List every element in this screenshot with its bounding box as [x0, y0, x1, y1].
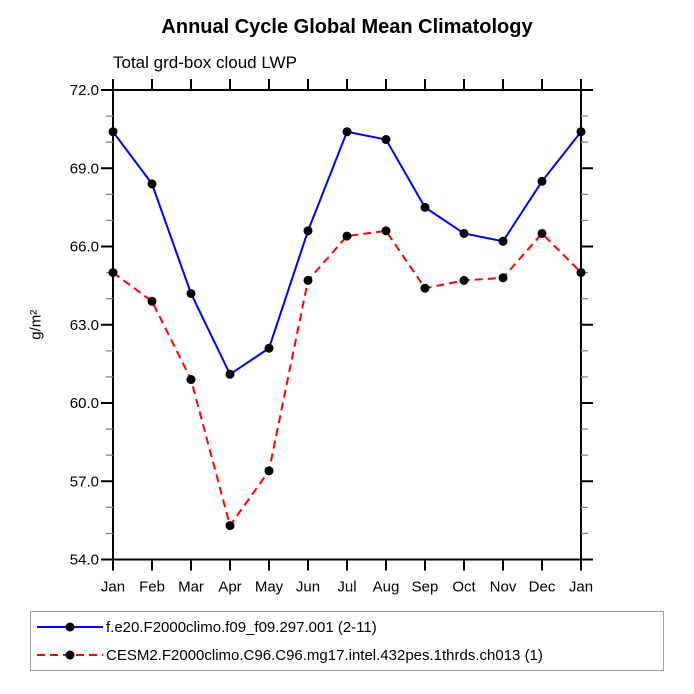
x-tick-label: Oct — [452, 579, 476, 596]
series-1-line — [112, 130, 582, 376]
series-1-data-point-marker — [108, 127, 118, 137]
x-tick-label: Dec — [529, 579, 556, 596]
y-axis-label: g/m² — [28, 310, 45, 340]
series-2-data-point-marker — [225, 521, 235, 531]
series-2-data-point-marker — [420, 283, 430, 293]
x-tick-label: Aug — [373, 579, 400, 596]
y-tick-label: 54.0 — [70, 552, 99, 569]
series-2-data-point-marker — [108, 268, 118, 278]
series-2-line — [112, 229, 582, 528]
x-tick-label: Mar — [178, 579, 204, 596]
legend: f.e20.F2000climo.f09_f09.297.001 (2-11) … — [30, 611, 664, 671]
legend-label-series-1: f.e20.F2000climo.f09_f09.297.001 (2-11) — [106, 618, 377, 636]
series-1-data-point-marker — [459, 228, 469, 238]
x-tick-label: Sep — [412, 579, 439, 596]
series-1-data-point-marker — [186, 288, 196, 298]
series-1-data-point-marker — [576, 127, 586, 137]
x-tick-labels-group: Jan Feb Mar Apr May Jun Jul Aug Sep Oct Nov Dec Jan — [101, 579, 593, 596]
series-2-data-point-marker — [576, 268, 586, 278]
x-tick-label: Jun — [296, 579, 320, 596]
series-2-data-point-marker — [147, 296, 157, 306]
series-1-data-point-marker — [264, 343, 274, 353]
series-2-data-point-marker — [342, 231, 352, 241]
legend-row-series-1: f.e20.F2000climo.f09_f09.297.001 (2-11) — [31, 613, 663, 641]
y-tick-labels-group: 54.0 57.0 60.0 63.0 66.0 69.0 72.0 — [70, 82, 99, 569]
series-2-dashed-line-swatch-icon — [37, 650, 103, 660]
y-tick-label: 66.0 — [70, 239, 99, 256]
x-ticks-group — [112, 79, 582, 571]
chart-title: Annual Cycle Global Mean Climatology — [161, 16, 533, 38]
y-tick-label: 60.0 — [70, 395, 99, 412]
series-2-data-point-marker — [459, 275, 469, 285]
series-1-data-point-marker — [381, 135, 391, 145]
series-1-data-point-marker — [420, 202, 430, 212]
series-2-data-point-marker — [381, 226, 391, 236]
series-1-data-point-marker — [342, 127, 352, 137]
chart-subtitle: Total grd-box cloud LWP — [113, 53, 297, 72]
series-1-data-point-marker — [147, 179, 157, 189]
series-1-data-point-marker — [225, 369, 235, 379]
x-tick-label: May — [255, 579, 284, 596]
legend-label-series-2: CESM2.F2000climo.C96.C96.mg17.intel.432p… — [106, 646, 543, 664]
x-tick-label: Jan — [101, 579, 125, 596]
series-2-group — [108, 226, 586, 531]
plot-svg: 54.0 57.0 60.0 63.0 66.0 69.0 72.0 Jan Feb Mar Apr… — [28, 79, 593, 596]
series-1-data-point-marker — [498, 236, 508, 246]
series-2-data-point-marker — [303, 275, 313, 285]
y-minor-ticks-group — [106, 115, 588, 535]
x-tick-label: Feb — [139, 579, 165, 596]
series-1-group — [108, 127, 586, 379]
series-2-data-point-marker — [264, 466, 274, 476]
y-tick-label: 69.0 — [70, 160, 99, 177]
series-2-data-point-marker — [186, 375, 196, 385]
x-tick-label: Apr — [218, 579, 241, 596]
x-tick-label: Jul — [337, 579, 356, 596]
y-tick-label: 63.0 — [70, 317, 99, 334]
x-tick-label: Jan — [569, 579, 593, 596]
plot-frame — [112, 89, 582, 561]
y-major-ticks-group — [101, 89, 593, 561]
series-2-data-point-marker — [498, 273, 508, 283]
series-2-data-point-marker — [537, 228, 547, 238]
series-1-data-point-marker — [537, 176, 547, 186]
series-1-data-point-marker — [303, 226, 313, 236]
legend-row-series-2: CESM2.F2000climo.C96.C96.mg17.intel.432p… — [31, 641, 663, 669]
y-tick-label: 72.0 — [70, 82, 99, 99]
x-tick-label: Nov — [490, 579, 517, 596]
series-1-line-swatch-icon — [37, 622, 103, 632]
y-tick-label: 57.0 — [70, 473, 99, 490]
axes-group — [112, 89, 582, 561]
